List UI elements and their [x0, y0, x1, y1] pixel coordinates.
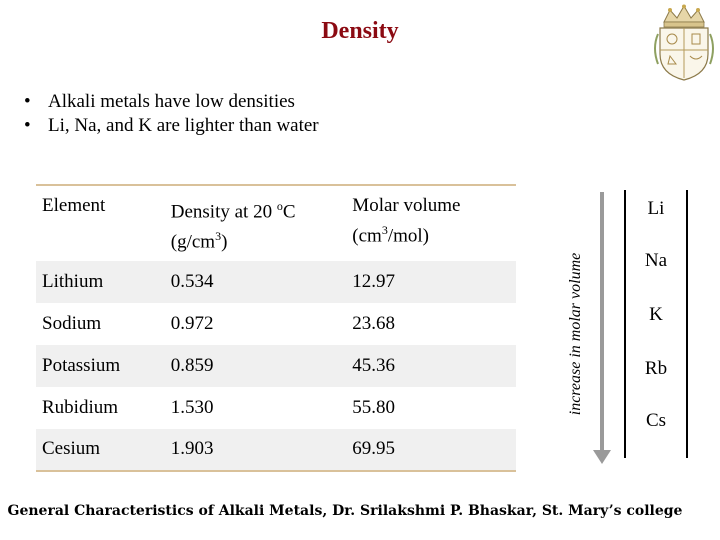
cell-density: 0.534	[170, 270, 214, 292]
trend-element-na: Na	[644, 250, 668, 271]
cell-molar-volume: 45.36	[352, 354, 396, 376]
cell-molar-volume: 23.68	[352, 312, 396, 334]
trend-element-cs: Cs	[645, 410, 667, 431]
table-row: Potassium 0.859 45.36	[36, 344, 516, 387]
table-header-row: Element Density at 20 oC (g/cm3) Molar v…	[36, 185, 516, 261]
college-crest-icon	[654, 4, 714, 81]
bullet-marker: •	[24, 91, 31, 112]
cell-element: Lithium	[42, 270, 104, 292]
header-element: Element	[42, 195, 106, 216]
cell-density: 1.903	[170, 438, 214, 460]
slide-title: Density	[321, 18, 399, 44]
cell-element: Potassium	[42, 354, 121, 376]
trend-element-k: K	[649, 304, 663, 325]
slide-footer: General Characteristics of Alkali Metals…	[7, 503, 683, 519]
cell-element: Sodium	[42, 312, 102, 334]
cell-element: Rubidium	[42, 396, 119, 418]
bullet-item: • Alkali metals have low densities	[24, 90, 319, 114]
cell-element: Cesium	[42, 438, 101, 460]
bullet-text: Alkali metals have low densities	[48, 91, 295, 112]
table-row: Cesium 1.903 69.95	[36, 428, 516, 471]
cell-density: 1.530	[170, 396, 214, 418]
cell-density: 0.972	[170, 312, 214, 334]
cell-molar-volume: 55.80	[352, 396, 396, 418]
element-trend-column: Li Na K Rb Cs	[624, 190, 688, 458]
density-table: Element Density at 20 oC (g/cm3) Molar v…	[36, 184, 516, 472]
trend-element-li: Li	[647, 198, 665, 219]
down-arrow-icon	[588, 192, 618, 472]
trend-element-rb: Rb	[644, 358, 668, 379]
table-row: Lithium 0.534 12.97	[36, 260, 516, 303]
cell-density: 0.859	[170, 354, 214, 376]
cell-molar-volume: 69.95	[352, 438, 396, 460]
bullet-text: Li, Na, and K are lighter than water	[48, 115, 319, 136]
cell-molar-volume: 12.97	[352, 270, 396, 292]
bullet-marker: •	[24, 115, 31, 136]
table-row: Sodium 0.972 23.68	[36, 302, 516, 345]
bullet-list: • Alkali metals have low densities • Li, N…	[24, 90, 319, 138]
header-molar-volume: Molar volume (cm3/mol)	[352, 195, 461, 247]
table-row: Rubidium 1.530 55.80	[36, 386, 516, 429]
header-density: Density at 20 oC (g/cm3)	[170, 199, 296, 253]
bullet-item: • Li, Na, and K are lighter than water	[24, 114, 319, 138]
